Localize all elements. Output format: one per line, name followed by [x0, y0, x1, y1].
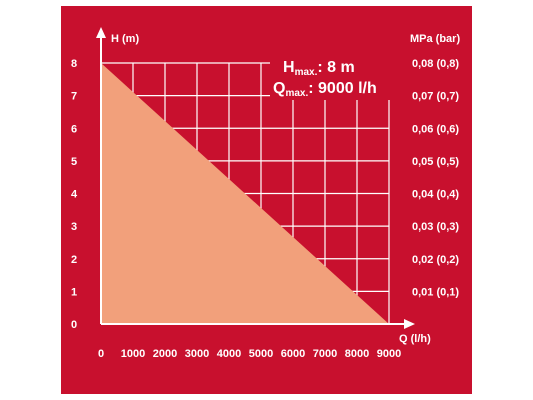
y2-tick-label: 0,03 (0,3) [412, 221, 459, 233]
y-tick-label: 7 [71, 91, 77, 103]
y-tick-label: 3 [71, 221, 77, 233]
y-tick-label: 5 [71, 156, 77, 168]
x-tick-label: 7000 [313, 348, 337, 360]
y-tick-label: 8 [71, 58, 77, 70]
y-tick-label: 1 [71, 286, 77, 298]
y2-tick-label: 0,06 (0,6) [412, 123, 459, 135]
y2-tick-labels: 0,01 (0,1) 0,02 (0,2) 0,03 (0,3) 0,04 (0,4)… [412, 58, 459, 298]
y-axis-title: H (m) [111, 33, 139, 45]
y2-tick-label: 0,02 (0,2) [412, 254, 459, 266]
y-tick-label: 4 [71, 189, 78, 201]
qmax-symbol: Q [273, 80, 285, 97]
qmax-sub: max. [285, 88, 308, 99]
axes [96, 27, 415, 329]
spec-annotation: Hmax.: 8 m Qmax.: 9000 l/h [270, 52, 396, 100]
x-axis-arrow-icon [404, 319, 415, 329]
x-tick-label: 2000 [153, 348, 177, 360]
y2-tick-label: 0,07 (0,7) [412, 91, 459, 103]
x-tick-labels: 0 1000 2000 3000 4000 5000 6000 7000 8000 9000 [98, 348, 401, 360]
y2-tick-label: 0,01 (0,1) [412, 286, 459, 298]
hmax-sub: max. [295, 67, 318, 78]
series-area [101, 63, 389, 324]
y-tick-label: 6 [71, 123, 77, 135]
x-tick-label: 1000 [121, 348, 145, 360]
x-tick-label: 4000 [217, 348, 241, 360]
x-axis-title: Q (l/h) [399, 333, 431, 345]
qmax-value: : 9000 l/h [308, 80, 376, 97]
hmax-label: Hmax.: 8 m [283, 59, 355, 78]
qmax-label: Qmax.: 9000 l/h [273, 80, 377, 99]
x-tick-label: 5000 [249, 348, 273, 360]
x-tick-label: 6000 [281, 348, 305, 360]
chart: H (m) MPa (bar) Q (l/h) 0 1000 2000 3000 400… [61, 6, 472, 394]
spec-box [270, 52, 396, 100]
y-tick-label: 2 [71, 254, 77, 266]
x-tick-label: 9000 [377, 348, 401, 360]
x-tick-label: 8000 [345, 348, 369, 360]
y2-tick-label: 0,08 (0,8) [412, 58, 459, 70]
hmax-symbol: H [283, 59, 295, 76]
y-axis-arrow-icon [96, 27, 106, 38]
y2-tick-label: 0,05 (0,5) [412, 156, 459, 168]
x-tick-label: 0 [98, 348, 104, 360]
y-tick-label: 0 [71, 319, 77, 331]
chart-panel: H (m) MPa (bar) Q (l/h) 0 1000 2000 3000 400… [61, 6, 472, 394]
y-tick-labels: 0 1 2 3 4 5 6 7 8 [71, 58, 78, 331]
y2-axis-title: MPa (bar) [410, 33, 460, 45]
x-tick-label: 3000 [185, 348, 209, 360]
y2-tick-label: 0,04 (0,4) [412, 189, 459, 201]
hmax-value: : 8 m [317, 59, 354, 76]
